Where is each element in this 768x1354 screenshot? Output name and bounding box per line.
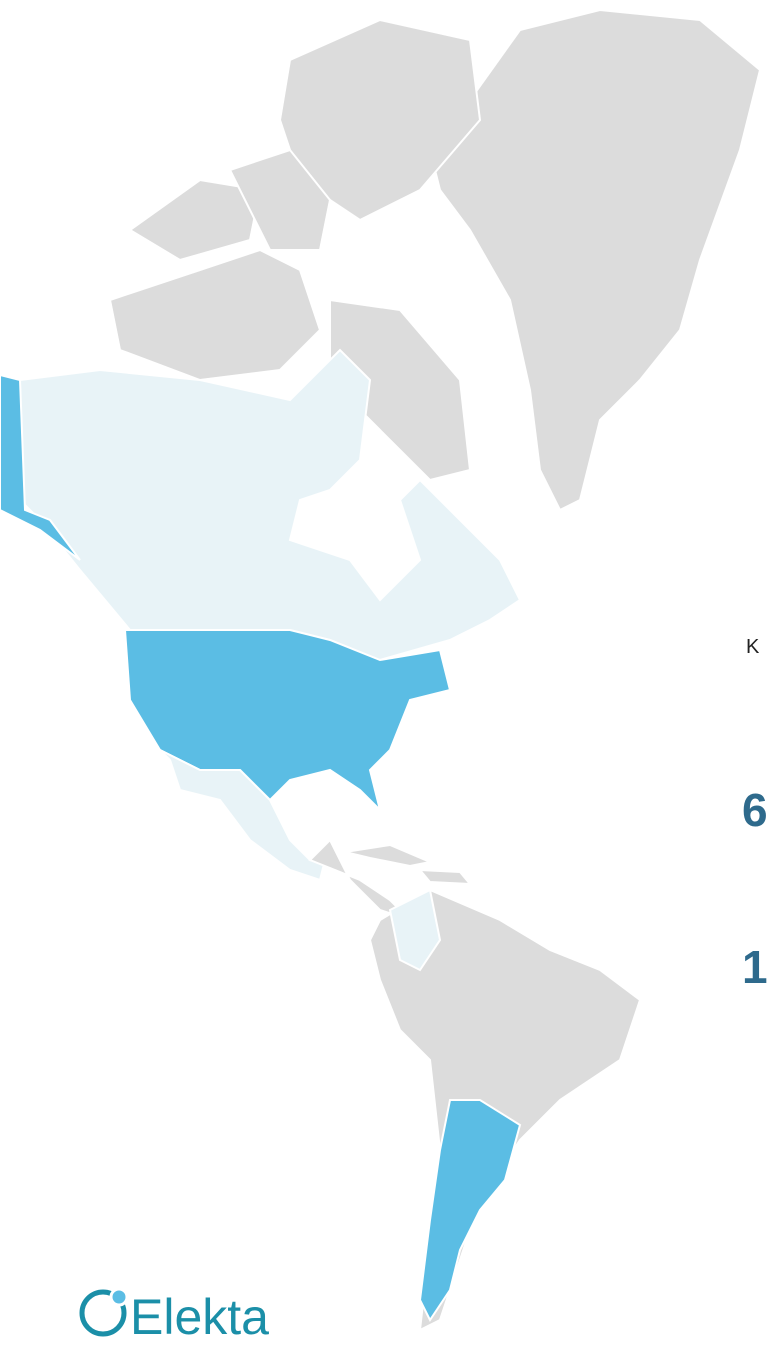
legend-key: K <box>746 636 760 658</box>
logo: Elekta <box>82 1289 269 1345</box>
logo-dot <box>111 1289 127 1305</box>
hispaniola <box>420 870 470 884</box>
arctic-island <box>110 250 320 380</box>
map <box>0 10 760 1330</box>
logo-text: Elekta <box>130 1289 269 1345</box>
united-states <box>125 630 450 810</box>
map-view: K 6 1 Elekta <box>0 0 768 1354</box>
argentina <box>420 1100 520 1320</box>
cuba <box>345 845 430 866</box>
stat-value: 1 <box>742 941 768 993</box>
page: K 6 1 Elekta (() => { const data = JSON.… <box>0 0 768 1354</box>
stat-value: 6 <box>742 784 768 836</box>
greenland <box>430 10 760 510</box>
